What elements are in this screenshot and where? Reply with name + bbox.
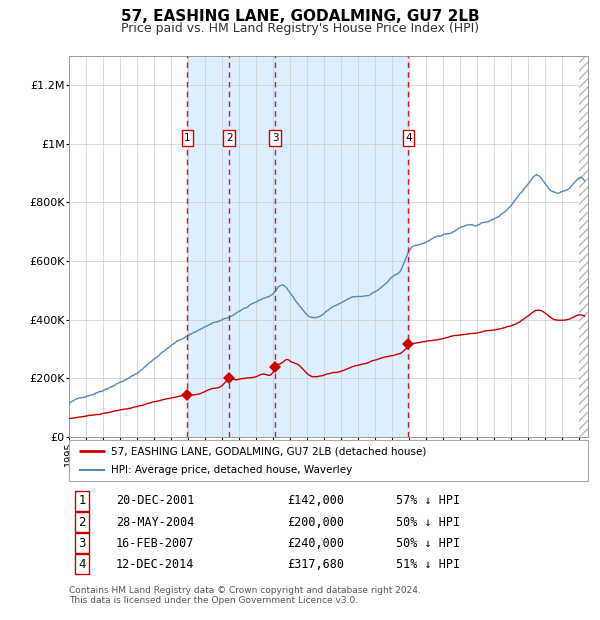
Text: 57% ↓ HPI: 57% ↓ HPI <box>396 494 460 507</box>
Text: £142,000: £142,000 <box>287 494 344 507</box>
Text: 4: 4 <box>405 133 412 143</box>
Text: 3: 3 <box>272 133 278 143</box>
Text: 16-FEB-2007: 16-FEB-2007 <box>116 537 194 550</box>
Text: 57, EASHING LANE, GODALMING, GU7 2LB: 57, EASHING LANE, GODALMING, GU7 2LB <box>121 9 479 24</box>
Text: 51% ↓ HPI: 51% ↓ HPI <box>396 558 460 571</box>
Text: £317,680: £317,680 <box>287 558 344 571</box>
Text: 20-DEC-2001: 20-DEC-2001 <box>116 494 194 507</box>
Bar <box>580 56 588 437</box>
Text: £240,000: £240,000 <box>287 537 344 550</box>
Bar <box>187 56 409 437</box>
Text: 50% ↓ HPI: 50% ↓ HPI <box>396 537 460 550</box>
Text: 2: 2 <box>226 133 232 143</box>
Text: 28-MAY-2004: 28-MAY-2004 <box>116 516 194 528</box>
Text: 1: 1 <box>184 133 191 143</box>
Text: Price paid vs. HM Land Registry's House Price Index (HPI): Price paid vs. HM Land Registry's House … <box>121 22 479 35</box>
Text: HPI: Average price, detached house, Waverley: HPI: Average price, detached house, Wave… <box>110 464 352 475</box>
Text: 2: 2 <box>78 516 86 528</box>
Text: 3: 3 <box>78 537 86 550</box>
Text: 4: 4 <box>78 558 86 571</box>
Text: £200,000: £200,000 <box>287 516 344 528</box>
Bar <box>580 56 588 437</box>
Text: 50% ↓ HPI: 50% ↓ HPI <box>396 516 460 528</box>
Text: 12-DEC-2014: 12-DEC-2014 <box>116 558 194 571</box>
Text: 57, EASHING LANE, GODALMING, GU7 2LB (detached house): 57, EASHING LANE, GODALMING, GU7 2LB (de… <box>110 446 426 456</box>
Text: Contains HM Land Registry data © Crown copyright and database right 2024.
This d: Contains HM Land Registry data © Crown c… <box>69 586 421 605</box>
Text: 1: 1 <box>78 494 86 507</box>
